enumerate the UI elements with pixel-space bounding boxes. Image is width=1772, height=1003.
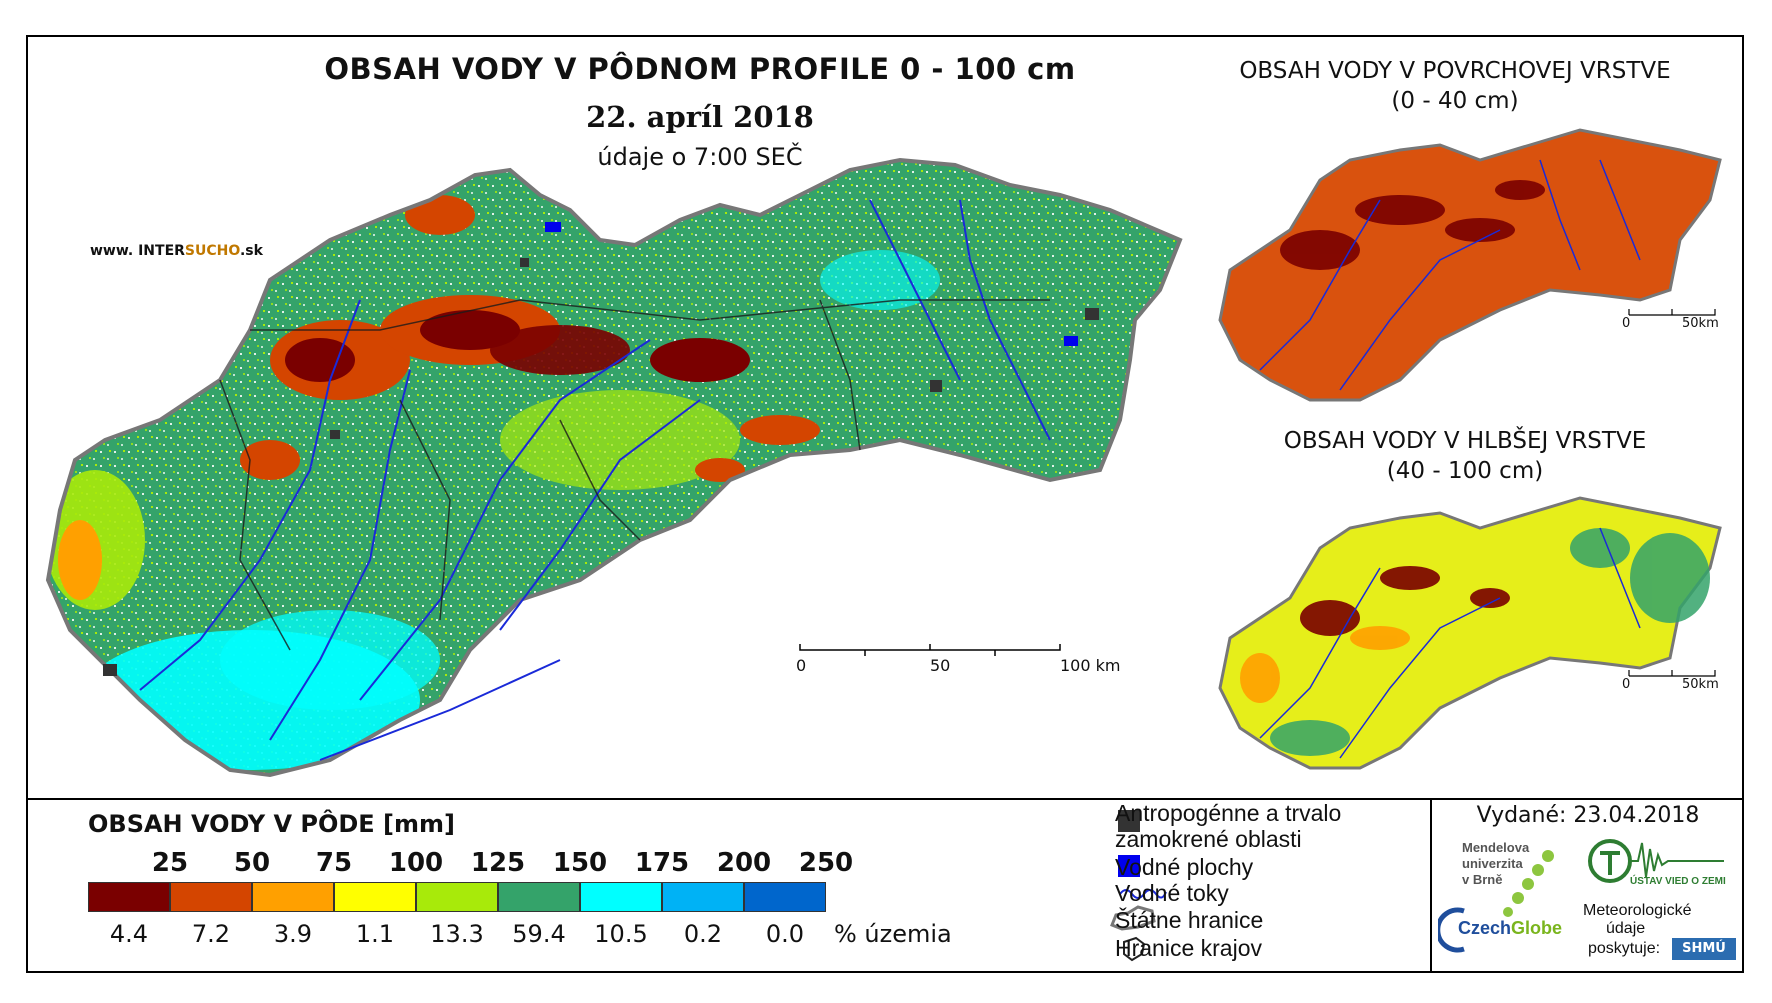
legend-class-swatch xyxy=(334,882,416,912)
surface-scale-end: 50km xyxy=(1682,316,1719,331)
surface-scale-zero: 0 xyxy=(1622,316,1631,331)
water-body-swatch xyxy=(1118,855,1140,877)
website-link[interactable]: www. INTERSUCHO.sk xyxy=(90,243,263,259)
region-border-symbol xyxy=(1123,936,1146,962)
legend-class-swatch xyxy=(580,882,662,912)
river-symbol xyxy=(1119,889,1167,899)
legend-threshold: 250 xyxy=(798,848,854,878)
legend-class-swatch xyxy=(744,882,826,912)
key-state-border: Štátne hranice xyxy=(1115,907,1264,933)
legend-threshold: 25 xyxy=(151,848,189,878)
legend-class-swatch xyxy=(498,882,580,912)
legend-threshold: 50 xyxy=(233,848,271,878)
legend-class-percent: 7.2 xyxy=(191,920,231,948)
legend-threshold: 75 xyxy=(315,848,353,878)
surface-inset-title-1: OBSAH VODY V POVRCHOVEJ VRSTVE xyxy=(1239,58,1671,84)
legend-class-swatch xyxy=(252,882,334,912)
legend-class-percent: 3.9 xyxy=(273,920,313,948)
main-scale-zero: 0 xyxy=(796,656,807,675)
uvgz-logo-icon xyxy=(1588,839,1724,883)
main-title: OBSAH VODY V PÔDNOM PROFILE 0 - 100 cm xyxy=(324,52,1076,86)
main-date: 22. apríl 2018 xyxy=(586,100,814,134)
czechglobe-logo-icon xyxy=(1438,907,1465,953)
main-scale-bar xyxy=(799,644,1061,656)
deep-scale-end: 50km xyxy=(1682,677,1719,692)
legend-threshold: 100 xyxy=(388,848,444,878)
water-body xyxy=(545,222,561,232)
legend-class-percent: 4.4 xyxy=(109,920,149,948)
state-border-symbol xyxy=(1110,905,1156,931)
shmu-logo: SHMÚ xyxy=(1672,938,1736,960)
legend-class-percent: 10.5 xyxy=(594,920,648,948)
legend-threshold: 200 xyxy=(716,848,772,878)
legend-title: OBSAH VODY V PÔDE [mm] xyxy=(88,810,456,838)
legend-class-swatch xyxy=(170,882,252,912)
main-scale-mid: 50 xyxy=(930,656,951,675)
legend-class-swatch xyxy=(416,882,498,912)
legend-class-swatch xyxy=(662,882,744,912)
uvgz-label: ÚSTAV VIED O ZEMI xyxy=(1630,876,1726,887)
legend-divider xyxy=(26,798,1744,800)
legend-threshold: 175 xyxy=(634,848,690,878)
anthropogenic-swatch xyxy=(1118,810,1140,832)
legend-class-percent: 0.2 xyxy=(683,920,723,948)
legend-class-percent: 13.3 xyxy=(430,920,484,948)
percent-unit: % územia xyxy=(834,920,952,948)
mendel-text-3: v Brně xyxy=(1462,872,1503,887)
meteo-text-2: údaje xyxy=(1606,920,1646,937)
legend-class-swatch xyxy=(88,882,170,912)
deep-scale-zero: 0 xyxy=(1622,677,1631,692)
mendel-logo-icon xyxy=(1503,850,1554,917)
legend-threshold: 125 xyxy=(470,848,526,878)
meteo-text-1: Meteorologické xyxy=(1583,902,1692,919)
legend-threshold: 150 xyxy=(552,848,608,878)
surface-scale-bar xyxy=(1628,309,1716,316)
surface-layer-map xyxy=(1218,128,1722,402)
deep-inset-title-1: OBSAH VODY V HLBŠEJ VRSTVE xyxy=(1283,428,1647,454)
deep-layer-map xyxy=(1218,496,1722,770)
mendel-text-2: univerzita xyxy=(1462,856,1523,871)
key-water-bodies: Vodné plochy xyxy=(1115,854,1254,880)
legend-class-percent: 59.4 xyxy=(512,920,566,948)
logo-divider xyxy=(1430,798,1432,973)
deep-inset-title-2: (40 - 100 cm) xyxy=(1386,458,1544,484)
issued-date: Vydané: 23.04.2018 xyxy=(1476,803,1700,828)
mendel-text-1: Mendelova xyxy=(1462,840,1530,855)
key-regions: Hranice krajov xyxy=(1115,935,1262,961)
main-scale-end: 100 km xyxy=(1060,656,1121,675)
key-anthropogenic-2: zamokrené oblasti xyxy=(1115,826,1302,852)
surface-inset-title-2: (0 - 40 cm) xyxy=(1391,88,1519,114)
key-anthropogenic-1: Antropogénne a trvalo xyxy=(1115,800,1342,826)
deep-scale-bar xyxy=(1628,670,1716,677)
legend-class-percent: 1.1 xyxy=(355,920,395,948)
czechglobe-logo: CzechGlobe xyxy=(1458,918,1563,938)
key-rivers: Vodné toky xyxy=(1115,880,1229,906)
legend-class-percent: 0.0 xyxy=(765,920,805,948)
main-time: údaje o 7:00 SEČ xyxy=(597,143,803,171)
meteo-text-3: poskytuje: xyxy=(1588,940,1661,957)
